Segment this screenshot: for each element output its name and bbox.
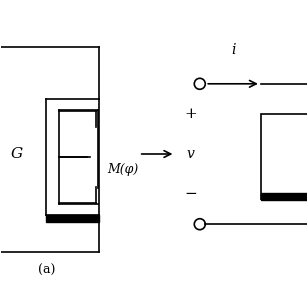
Bar — [261, 193, 308, 200]
Text: (a): (a) — [38, 263, 56, 277]
Text: −: − — [184, 187, 197, 201]
Text: G: G — [10, 147, 23, 161]
Text: +: + — [184, 107, 197, 121]
Text: M(φ): M(φ) — [107, 163, 138, 176]
Text: v: v — [187, 147, 195, 161]
Bar — [46, 215, 99, 222]
Bar — [261, 114, 308, 200]
Text: i: i — [231, 43, 236, 57]
